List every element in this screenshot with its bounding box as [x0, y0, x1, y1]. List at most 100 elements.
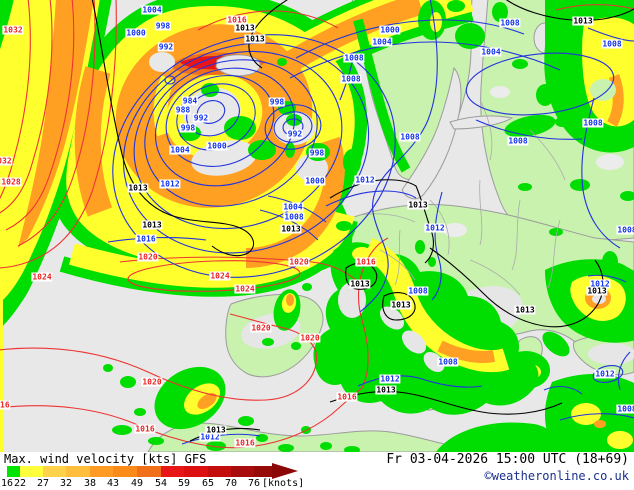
legend-segment: [20, 466, 43, 477]
wind-green-wales: [285, 142, 295, 158]
isobar-label-1016: 1016: [234, 438, 256, 448]
legend-tick: 22: [13, 478, 27, 489]
wind-green-sw3: [134, 408, 146, 416]
blue-ring-sec3: [264, 104, 322, 150]
isobar-label-1013: 1013: [280, 224, 302, 234]
legend-segment: [231, 466, 254, 477]
red-isobar-4: [17, 0, 96, 247]
isobar-label-1000: 1000: [304, 176, 326, 186]
wind-green-libya: [436, 422, 559, 452]
wind-green-se-tail: [542, 331, 570, 357]
isobar-label-1004: 1004: [169, 145, 191, 155]
wind-green-blob-n: [570, 179, 590, 191]
isobar-label-984: 984: [181, 96, 199, 106]
isobar-label-1012: 1012: [199, 432, 221, 442]
legend-segment: [254, 466, 272, 477]
wind-yellow-levant1: [571, 403, 601, 425]
red-isobar-2: [0, 0, 53, 214]
isobar-label-992: 992: [157, 42, 175, 52]
border-3: [429, 199, 450, 256]
blue-ring-2: [186, 91, 240, 137]
isobar-label-1020: 1020: [137, 252, 159, 262]
red-isobar-5: [0, 0, 117, 269]
sea-baltic: [401, 66, 462, 200]
wind-green-sw4: [112, 425, 132, 435]
isobar-label-992: 992: [286, 129, 304, 139]
legend-segment: [66, 466, 90, 477]
isobar-label-1012: 1012: [354, 175, 376, 185]
wind-green-sw6: [206, 441, 226, 451]
wind-orange-greenland-band: [18, 0, 94, 248]
black-isobar-topright: [505, 0, 634, 21]
grey-patch-russia3: [490, 86, 510, 98]
isobar-label-992: 992: [192, 113, 210, 123]
isobar-label-1008: 1008: [601, 39, 623, 49]
isobar-label-1020: 1020: [141, 377, 163, 387]
isobar-label-1016: 1016: [134, 424, 156, 434]
isobar-label-1000: 1000: [206, 141, 228, 151]
blue-isobar-1008ne: [587, 27, 634, 42]
black-isobar-alps2: [382, 292, 416, 321]
isobar-label-1008: 1008: [507, 136, 529, 146]
wind-green-blob-l: [428, 257, 436, 267]
isobar-label-1000: 1000: [379, 25, 401, 35]
isobar-label-1008: 1008: [616, 225, 634, 235]
isobar-label-1008: 1008: [283, 212, 305, 222]
watermark-link[interactable]: ©weatheronline.co.uk: [484, 469, 630, 483]
wind-green-blob-j: [336, 221, 352, 231]
wind-green-blob-b: [455, 23, 485, 49]
legend-segment: [137, 466, 161, 477]
blue-isobar-1016: [107, 236, 207, 243]
blue-ring-5: [154, 67, 296, 187]
wind-green-blob-o: [620, 191, 634, 201]
isobar-label-1013: 1013: [244, 34, 266, 44]
blue-isobar-1008e: [475, 119, 583, 140]
isobar-label-1012: 1012: [379, 374, 401, 384]
border-4: [479, 179, 483, 246]
wind-hole-italy3: [423, 352, 445, 372]
isobar-label-1016: 1016: [135, 234, 157, 244]
border-1: [359, 213, 416, 223]
blue-isobar-1012s: [357, 375, 483, 388]
border-8: [379, 249, 416, 281]
wind-green-blob-i: [343, 149, 361, 175]
wind-green-blob-k: [415, 240, 425, 254]
wind-green-espain3: [291, 342, 301, 350]
wind-green-sw2: [103, 364, 113, 372]
legend-tick: 32: [59, 478, 73, 489]
red-isobar-1024-oval: [127, 260, 301, 292]
forecast-datetime: Fr 03-04-2026 15:00 UTC (18+69): [386, 452, 629, 467]
legend-tick: 49: [130, 478, 144, 489]
wind-orange-med-band: [437, 340, 496, 363]
isobar-label-1012: 1012: [424, 223, 446, 233]
legend-arrow: [272, 463, 298, 479]
wind-hole-se: [592, 294, 606, 304]
black-isobar-southmed: [329, 390, 563, 415]
legend-tick: 65: [201, 478, 215, 489]
wind-green-faroes: [277, 58, 287, 66]
legend-tick: 38: [83, 478, 97, 489]
wind-orange-ne-arc: [607, 74, 624, 127]
isobar-label-1008: 1008: [616, 404, 634, 414]
blue-isobar-1012sw: [181, 433, 261, 445]
black-isobar-west: [91, 0, 255, 257]
wind-yellow-left-edge: [0, 230, 3, 452]
blue-isobar-1012-oval: [592, 365, 624, 383]
grey-patch-england: [296, 154, 328, 182]
wind-green-sw1: [120, 376, 136, 388]
isobar-label-1020: 1020: [288, 257, 310, 267]
wind-orange-espain: [286, 294, 294, 306]
wind-green-blob-h: [512, 59, 528, 69]
wind-green-sw7: [238, 416, 254, 426]
isobar-label-1032: 1032: [0, 156, 13, 166]
wind-green-blob-c: [447, 0, 465, 12]
land-iceland: [215, 54, 261, 77]
wind-green-sw9: [278, 444, 294, 452]
legend-segment: [90, 466, 113, 477]
isobar-label-1004: 1004: [282, 202, 304, 212]
wind-green-sw5: [148, 437, 164, 445]
isobar-label-1008: 1008: [343, 53, 365, 63]
wind-green-sw12: [344, 446, 360, 452]
legend-segment: [113, 466, 137, 477]
